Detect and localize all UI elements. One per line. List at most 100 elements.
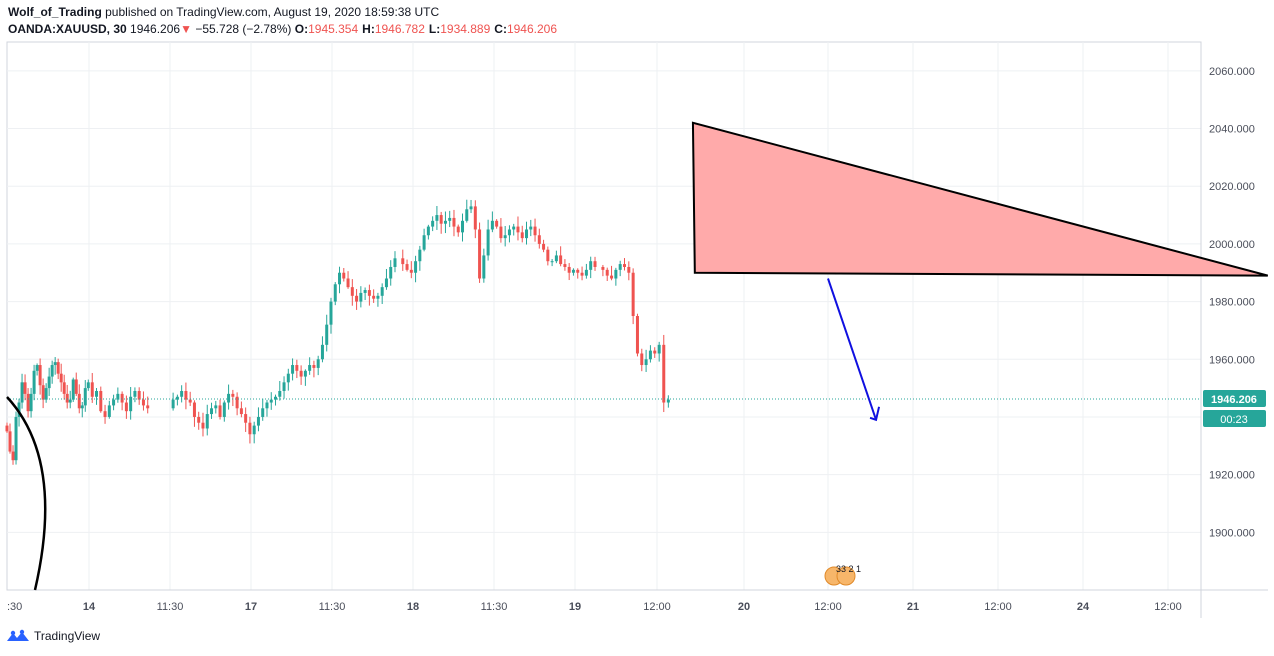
candle-body xyxy=(635,316,639,354)
candle-body xyxy=(627,266,631,273)
candle-body xyxy=(74,379,78,394)
x-tick-label: :30 xyxy=(7,601,22,613)
candle-body xyxy=(95,390,99,397)
x-tick-label: 17 xyxy=(245,601,257,613)
candle-body xyxy=(261,408,265,417)
symbol-name: OANDA:XAUUSD, 30 xyxy=(8,22,127,36)
candle-body xyxy=(274,396,278,400)
candle-body xyxy=(68,399,72,403)
author-name[interactable]: Wolf_of_Trading xyxy=(8,5,102,19)
candle-body xyxy=(350,287,354,296)
candle-body xyxy=(576,269,580,273)
candle-body xyxy=(107,405,111,417)
candle-body xyxy=(448,217,452,221)
candle-body xyxy=(325,324,329,345)
candle-body xyxy=(83,388,87,406)
candle-body xyxy=(452,217,456,227)
candle-body xyxy=(214,405,218,409)
x-tick-label: 12:00 xyxy=(1154,601,1182,613)
x-tick-label: 12:00 xyxy=(984,601,1012,613)
candle-body xyxy=(53,362,57,366)
candle-body xyxy=(367,290,371,296)
candle-body xyxy=(533,226,537,236)
candle-body xyxy=(116,393,120,400)
candle-body xyxy=(363,290,367,293)
candle-body xyxy=(414,261,418,273)
countdown-tag xyxy=(1203,410,1266,428)
candle-body xyxy=(465,209,469,221)
candle-body xyxy=(439,215,443,224)
ohlc-close-label: C: xyxy=(494,22,507,36)
candle-body xyxy=(265,402,269,409)
candle-body xyxy=(380,287,384,296)
candle-body xyxy=(490,220,494,230)
candle-body xyxy=(244,414,248,423)
candle-body xyxy=(563,264,567,267)
candle-body xyxy=(41,385,45,400)
y-tick-label: 1960.000 xyxy=(1209,354,1255,366)
arc-drawing xyxy=(6,396,47,591)
candle-body xyxy=(180,390,184,397)
last-price-tag xyxy=(1203,390,1266,408)
candle-body xyxy=(469,206,473,210)
plot-area xyxy=(6,41,1202,591)
candle-body xyxy=(456,226,460,233)
arrow-head xyxy=(869,406,881,422)
candle-body xyxy=(141,399,145,406)
last-price: 1946.206 xyxy=(130,22,181,36)
x-tick-label: 14 xyxy=(83,601,96,613)
x-tick-label: 19 xyxy=(569,601,581,613)
candle-body xyxy=(252,425,256,435)
candle-body xyxy=(529,226,533,230)
tradingview-logo-icon xyxy=(7,629,29,641)
candle-body xyxy=(631,272,635,316)
ohlc-open-value: 1945.354 xyxy=(308,22,359,36)
x-tick-label: 11:30 xyxy=(319,601,346,613)
candle-body xyxy=(188,399,192,403)
candle-body xyxy=(401,258,405,265)
footer-brand[interactable]: TradingView xyxy=(6,629,100,643)
candle-body xyxy=(623,264,627,267)
candle-body xyxy=(32,370,36,394)
candle-body xyxy=(14,416,18,461)
candle-body xyxy=(210,408,214,415)
candle-body xyxy=(372,295,376,299)
candle-body xyxy=(146,405,150,409)
candle-body xyxy=(478,229,482,279)
candle-body xyxy=(499,226,503,239)
ohlc-close-value: 1946.206 xyxy=(506,22,558,36)
candle-body xyxy=(320,344,324,360)
candle-body xyxy=(299,370,303,377)
x-tick-label: 12:00 xyxy=(643,601,671,613)
ohlc-low-value: 1934.889 xyxy=(440,22,491,36)
candle-body xyxy=(657,344,661,354)
candle-body xyxy=(231,393,235,397)
candle-body xyxy=(269,399,273,403)
candle-body xyxy=(227,393,231,403)
candle-body xyxy=(80,405,84,409)
x-tick-label: 12:00 xyxy=(814,601,842,613)
candle-body xyxy=(618,264,622,270)
candle-body xyxy=(333,284,337,302)
candle-body xyxy=(62,382,66,394)
candle-body xyxy=(605,269,609,276)
x-tick-label: 20 xyxy=(738,601,750,613)
ohlc-open-label: O: xyxy=(294,22,309,36)
ohlc-high-label: H: xyxy=(362,22,375,36)
candle-body xyxy=(666,399,670,403)
publication-line: Wolf_of_Trading published on TradingView… xyxy=(8,5,439,19)
candle-body xyxy=(124,402,128,412)
candle-body xyxy=(295,365,299,371)
candle-body xyxy=(405,264,409,270)
candle-body xyxy=(384,278,388,288)
candle-body xyxy=(201,422,205,429)
candle-body xyxy=(640,353,644,366)
candle-body xyxy=(23,382,27,394)
candle-body xyxy=(192,402,196,417)
candle-body xyxy=(648,350,652,360)
candle-body xyxy=(137,390,141,400)
candle-body xyxy=(554,255,558,262)
candle-body xyxy=(580,272,584,276)
x-tick-label: 21 xyxy=(907,601,919,613)
